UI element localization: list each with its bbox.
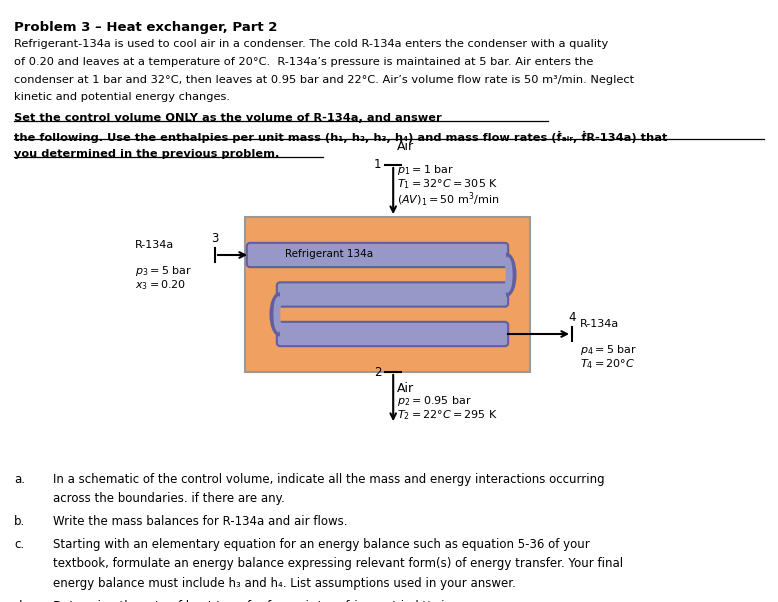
Text: In a schematic of the control volume, indicate all the mass and energy interacti: In a schematic of the control volume, in…	[53, 473, 605, 486]
Text: 2: 2	[373, 365, 381, 379]
Text: condenser at 1 bar and 32°C, then leaves at 0.95 bar and 22°C. Air’s volume flow: condenser at 1 bar and 32°C, then leaves…	[14, 75, 634, 85]
Text: $T_4 = 20°C$: $T_4 = 20°C$	[580, 357, 635, 371]
Text: 1: 1	[373, 158, 381, 172]
Text: kinetic and potential energy changes.: kinetic and potential energy changes.	[14, 92, 230, 102]
Text: $p_3 = 5$ bar: $p_3 = 5$ bar	[135, 264, 192, 278]
Text: Refrigerant 134a: Refrigerant 134a	[285, 249, 373, 259]
Bar	[245, 217, 530, 372]
Text: the following. Use the enthalpies per unit mass (h₁, h₂, h₃, h₄) and mass flow r: the following. Use the enthalpies per un…	[14, 131, 668, 143]
Text: b.: b.	[14, 515, 25, 528]
Text: Determine the rate of heat transfer from air to refrigerant in kJ/min.: Determine the rate of heat transfer from…	[53, 600, 456, 602]
Text: a.: a.	[14, 473, 25, 486]
Text: $T_1 = 32°C = 305$ K: $T_1 = 32°C = 305$ K	[398, 177, 499, 191]
Text: $x_3 = 0.20$: $x_3 = 0.20$	[135, 278, 186, 292]
Text: Write the mass balances for R-134a and air flows.: Write the mass balances for R-134a and a…	[53, 515, 348, 528]
Text: Refrigerant-134a is used to cool air in a condenser. The cold R-134a enters the : Refrigerant-134a is used to cool air in …	[14, 39, 608, 49]
Text: $p_2 = 0.95$ bar: $p_2 = 0.95$ bar	[398, 394, 472, 408]
Text: Air: Air	[398, 140, 415, 153]
Text: R-134a: R-134a	[135, 240, 174, 250]
Text: Problem 3 – Heat exchanger, Part 2: Problem 3 – Heat exchanger, Part 2	[14, 21, 278, 34]
Text: 3: 3	[212, 232, 219, 245]
FancyBboxPatch shape	[277, 282, 508, 306]
Text: $(AV)_1 = 50$ m$^3$/min: $(AV)_1 = 50$ m$^3$/min	[398, 191, 499, 209]
Text: d.: d.	[14, 600, 25, 602]
Text: textbook, formulate an energy balance expressing relevant form(s) of energy tran: textbook, formulate an energy balance ex…	[53, 557, 623, 570]
Text: $p_1 = 1$ bar: $p_1 = 1$ bar	[398, 163, 454, 177]
Text: you determined in the previous problem.: you determined in the previous problem.	[14, 149, 279, 159]
Text: 4: 4	[568, 311, 576, 324]
Text: energy balance must include h₃ and h₄. List assumptions used in your answer.: energy balance must include h₃ and h₄. L…	[53, 577, 516, 589]
Text: c.: c.	[14, 538, 24, 551]
FancyBboxPatch shape	[277, 322, 508, 346]
Text: Starting with an elementary equation for an energy balance such as equation 5-36: Starting with an elementary equation for…	[53, 538, 590, 551]
Text: of 0.20 and leaves at a temperature of 20°C.  R-134a’s pressure is maintained at: of 0.20 and leaves at a temperature of 2…	[14, 57, 594, 67]
Text: $T_2 = 22°C = 295$ K: $T_2 = 22°C = 295$ K	[398, 408, 498, 422]
Text: $p_4 = 5$ bar: $p_4 = 5$ bar	[580, 343, 637, 357]
FancyBboxPatch shape	[247, 243, 508, 267]
Text: across the boundaries. if there are any.: across the boundaries. if there are any.	[53, 492, 285, 505]
Text: Air: Air	[398, 382, 415, 395]
Text: R-134a: R-134a	[580, 319, 619, 329]
Text: Set the control volume ONLY as the volume of R-134a, and answer: Set the control volume ONLY as the volum…	[14, 113, 442, 123]
